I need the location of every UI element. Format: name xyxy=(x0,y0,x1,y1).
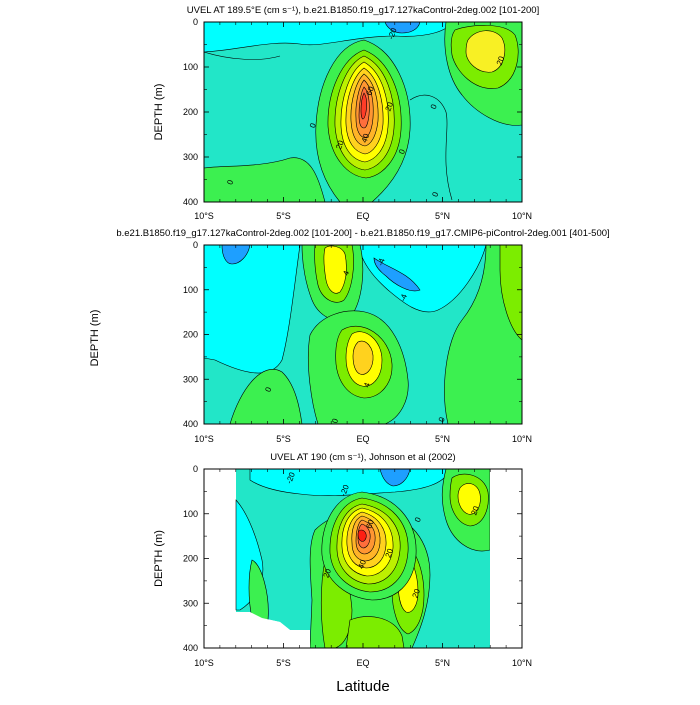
panel-2-title: b.e21.B1850.f19_g17.127kaControl-2deg.00… xyxy=(116,228,609,239)
contour-label: -4 xyxy=(376,257,387,267)
panel-3-contour-labels: -20 -20 0 20 60 20 40 20 20 xyxy=(284,471,481,600)
contour-label: 0 xyxy=(330,417,340,425)
y-tick-label: 100 xyxy=(183,509,198,519)
contour-label: 20 xyxy=(384,100,396,112)
panel-1-title: UVEL AT 189.5°E (cm s⁻¹), b.e21.B1850.f1… xyxy=(187,5,539,16)
contour-label: 20 xyxy=(334,139,346,151)
y-tick-label: 200 xyxy=(183,107,198,117)
contour-label: 20 xyxy=(469,504,481,516)
panel-1-neg-core xyxy=(384,22,421,34)
x-tick-label: 10°N xyxy=(512,658,532,668)
contour-label: -20 xyxy=(284,471,297,485)
panel-2-pos-south xyxy=(229,369,303,424)
x-tick-label: EQ xyxy=(356,434,369,444)
y-tick-label: 0 xyxy=(193,464,198,474)
x-tick-label: EQ xyxy=(356,211,369,221)
x-tick-label: 5°N xyxy=(435,434,450,444)
y-tick-label: 300 xyxy=(183,374,198,384)
panel-1-contour-field xyxy=(204,22,522,202)
contour-label: 40 xyxy=(356,558,368,570)
panel-2-sub-core-inner xyxy=(352,340,374,375)
contour-label: 0 xyxy=(429,102,439,110)
contour-label: 20 xyxy=(322,567,334,579)
y-tick-label: 400 xyxy=(183,643,198,653)
y-axis-title: DEPTH (m) xyxy=(153,530,165,587)
panel-3-mask xyxy=(204,612,310,648)
panel-3-euc-core xyxy=(357,529,367,542)
panel-1-south-lower xyxy=(204,157,326,202)
panel-1-neg-band xyxy=(204,22,453,53)
panel-2: b.e21.B1850.f19_g17.127kaControl-2deg.00… xyxy=(116,228,609,444)
x-tick-label: 5°N xyxy=(435,658,450,668)
contour-label: -4 xyxy=(398,292,409,302)
y-axis-title: DEPTH (m) xyxy=(153,84,165,141)
x-tick-label: 5°S xyxy=(276,211,291,221)
x-tick-label: 10°S xyxy=(194,211,214,221)
contour-label: 4 xyxy=(341,269,351,277)
y-tick-label: 0 xyxy=(193,240,198,250)
contour-label: 20 xyxy=(411,587,423,599)
contour-label: 0 xyxy=(430,190,440,198)
x-tick-label: 10°S xyxy=(194,434,214,444)
y-tick-label: 200 xyxy=(183,330,198,340)
y-tick-label: 300 xyxy=(183,152,198,162)
panel-2-contour-field xyxy=(204,245,522,424)
contour-label: 40 xyxy=(360,132,372,144)
panel-3-mask-east xyxy=(490,469,522,648)
contour-label: -20 xyxy=(386,26,399,40)
y-tick-label: 300 xyxy=(183,598,198,608)
contour-label: 0 xyxy=(397,147,407,155)
panel-3-neg-core xyxy=(379,469,411,487)
figure-xlabel: Latitude xyxy=(336,678,389,695)
figure-shared-ylabel: DEPTH (m) xyxy=(89,310,101,367)
panel-3: UVEL AT 190 (cm s⁻¹), Johnson et al (200… xyxy=(153,452,532,668)
panel-1-contour-labels: -20 20 60 20 0 0 40 20 0 0 0 xyxy=(225,26,506,198)
panel-3-contour-field xyxy=(204,469,522,648)
x-tick-label: 5°S xyxy=(276,434,291,444)
y-tick-label: 200 xyxy=(183,554,198,564)
contour-label: 60 xyxy=(364,85,376,97)
panel-3-pos-north-core xyxy=(457,483,481,515)
panel-2-contour-labels: 4 -4 -4 4 0 0 0 xyxy=(263,257,446,425)
panel-1-contour-line xyxy=(204,51,281,60)
contour-label: -20 xyxy=(339,483,352,497)
x-tick-label: EQ xyxy=(356,658,369,668)
panel-2-neg-west xyxy=(204,245,301,374)
panel-2-neg-east-core xyxy=(373,257,421,292)
contour-label: 20 xyxy=(384,547,396,559)
panel-2-neg-west-core xyxy=(221,245,251,265)
panel-3-title: UVEL AT 190 (cm s⁻¹), Johnson et al (200… xyxy=(270,452,455,463)
contour-label: 0 xyxy=(225,178,235,186)
panel-1: UVEL AT 189.5°E (cm s⁻¹), b.e21.B1850.f1… xyxy=(153,5,539,221)
panel-3-pos-deep-low xyxy=(345,616,405,648)
y-tick-label: 100 xyxy=(183,62,198,72)
y-tick-label: 100 xyxy=(183,285,198,295)
panel-2-surface-core xyxy=(323,245,347,294)
contour-label: 4 xyxy=(362,381,372,389)
x-tick-label: 10°S xyxy=(194,658,214,668)
contour-label: 0 xyxy=(263,385,273,393)
contour-label: 60 xyxy=(364,518,376,530)
panel-1-euc-core xyxy=(360,92,367,120)
contour-label: 0 xyxy=(437,415,447,423)
panel-2-neg-east xyxy=(357,245,487,313)
contour-label: 0 xyxy=(413,515,423,523)
panel-1-contour-line xyxy=(409,94,453,201)
x-tick-label: 10°N xyxy=(512,211,532,221)
x-tick-label: 5°S xyxy=(276,658,291,668)
contour-label: 20 xyxy=(495,55,507,67)
contour-label: 0 xyxy=(308,121,318,129)
x-tick-label: 5°N xyxy=(435,211,450,221)
x-tick-label: 10°N xyxy=(512,434,532,444)
panel-1-north-core xyxy=(465,30,505,73)
y-tick-label: 400 xyxy=(183,197,198,207)
y-tick-label: 0 xyxy=(193,17,198,27)
y-tick-label: 400 xyxy=(183,419,198,429)
